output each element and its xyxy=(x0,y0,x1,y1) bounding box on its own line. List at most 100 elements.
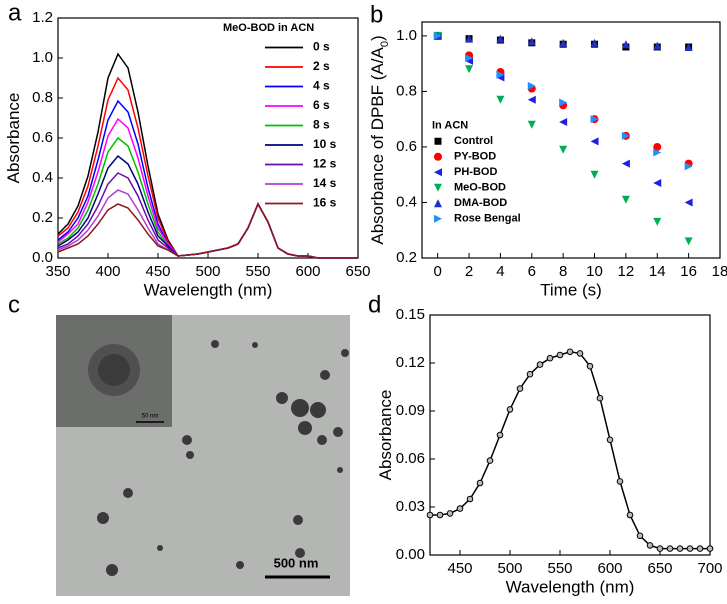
x-tick-label: 550 xyxy=(547,560,572,577)
marker xyxy=(621,159,630,168)
y-axis-label-sub: 0 xyxy=(379,41,391,47)
marker xyxy=(465,54,474,63)
y-tick-label: 1.2 xyxy=(32,9,53,26)
legend-label: 16 s xyxy=(313,196,337,210)
tem-image: 50 nm 500 nm c xyxy=(8,291,350,596)
particles xyxy=(97,340,349,576)
y-tick-label: 0.06 xyxy=(396,450,425,467)
marker xyxy=(426,511,434,519)
x-tick-label: 12 xyxy=(618,263,635,280)
legend-label: 0 s xyxy=(313,40,330,54)
plot-frame xyxy=(429,314,711,556)
marker xyxy=(576,350,584,357)
y-tick-label: 0.4 xyxy=(32,169,53,186)
legend-swatch xyxy=(434,168,442,177)
marker xyxy=(590,170,599,179)
x-axis-label: Wavelength (nm) xyxy=(144,280,273,299)
x-tick-label: 2 xyxy=(465,263,473,280)
x-tick-label: 450 xyxy=(145,263,170,280)
panel-label: c xyxy=(8,291,20,318)
y-tick-label: 0.6 xyxy=(396,138,417,155)
y-tick-label: 0.8 xyxy=(396,82,417,99)
inset-core xyxy=(98,354,130,386)
legend-label: 14 s xyxy=(313,176,337,190)
y-tick-label: 0.15 xyxy=(396,306,425,323)
legend-label: Control xyxy=(454,135,493,147)
legend-label: MeO-BOD xyxy=(454,182,506,194)
legend-label: 2 s xyxy=(313,59,330,73)
x-tick-label: 400 xyxy=(95,263,120,280)
x-tick-label: 18 xyxy=(712,263,727,280)
marker xyxy=(506,406,514,413)
x-tick-label: 650 xyxy=(647,560,672,577)
inset-scale-label: 50 nm xyxy=(142,414,159,420)
marker xyxy=(606,436,614,444)
marker xyxy=(684,42,693,51)
marker xyxy=(566,348,574,356)
y-tick-label: 0.09 xyxy=(396,402,425,419)
y-axis-label-text: Absorbance xyxy=(376,390,395,481)
x-tick-label: 6 xyxy=(528,263,536,280)
y-axis-label: Absorbance xyxy=(4,93,23,184)
marker xyxy=(706,545,714,552)
legend-label: 6 s xyxy=(313,98,330,112)
marker xyxy=(684,237,693,246)
x-tick-label: 350 xyxy=(45,263,70,280)
marker xyxy=(590,38,599,47)
marker xyxy=(526,370,534,378)
marker xyxy=(536,361,544,368)
marker xyxy=(546,354,554,362)
legend-swatch xyxy=(434,183,442,192)
y-tick-label: 0.4 xyxy=(396,193,417,210)
x-tick-label: 500 xyxy=(497,560,522,577)
marker xyxy=(653,217,662,226)
legend-label: 12 s xyxy=(313,157,337,171)
legend-title: In ACN xyxy=(432,120,468,132)
y-tick-label: 0.2 xyxy=(396,249,417,266)
marker xyxy=(616,478,624,485)
marker xyxy=(466,495,474,503)
marker xyxy=(556,351,564,359)
legend-label: Rose Bengal xyxy=(454,213,521,225)
chart-panel: d 450 500 550 600 650 700 0.00 0.03 0.06 0.09 0.12 0… xyxy=(368,291,723,596)
y-tick-label: 1.0 xyxy=(32,49,53,66)
marker xyxy=(465,65,474,74)
marker xyxy=(486,457,494,464)
marker xyxy=(590,137,599,146)
x-tick-label: 700 xyxy=(697,560,722,577)
marker xyxy=(465,34,474,43)
marker xyxy=(676,545,684,552)
marker xyxy=(590,115,599,124)
y-tick-label: 0.8 xyxy=(32,89,53,106)
marker xyxy=(586,362,594,370)
line xyxy=(57,202,358,259)
marker xyxy=(626,511,634,519)
legend-swatch xyxy=(434,137,442,145)
marker xyxy=(559,98,568,107)
marker xyxy=(686,545,694,552)
y-tick-label: 0.0 xyxy=(32,249,53,266)
y-tick-label: 1.0 xyxy=(396,27,417,44)
marker xyxy=(496,431,504,439)
x-tick-label: 8 xyxy=(559,263,567,280)
marker xyxy=(653,142,662,151)
y-tick-label: 0.03 xyxy=(396,498,425,515)
x-tick-label: 500 xyxy=(195,263,220,280)
x-tick-label: 550 xyxy=(245,263,270,280)
marker xyxy=(527,37,536,46)
x-tick-label: 10 xyxy=(586,263,603,280)
panel-label: d xyxy=(368,291,381,318)
marker xyxy=(527,95,536,104)
line xyxy=(430,351,710,550)
legend-label: 10 s xyxy=(313,137,337,151)
marker xyxy=(559,38,568,47)
marker xyxy=(496,95,505,104)
marker xyxy=(559,117,568,126)
y-tick-label: 0.2 xyxy=(32,209,53,226)
marker xyxy=(684,198,693,207)
marker xyxy=(684,162,693,171)
marker xyxy=(646,542,654,549)
marker xyxy=(621,195,630,204)
marker xyxy=(653,148,662,157)
